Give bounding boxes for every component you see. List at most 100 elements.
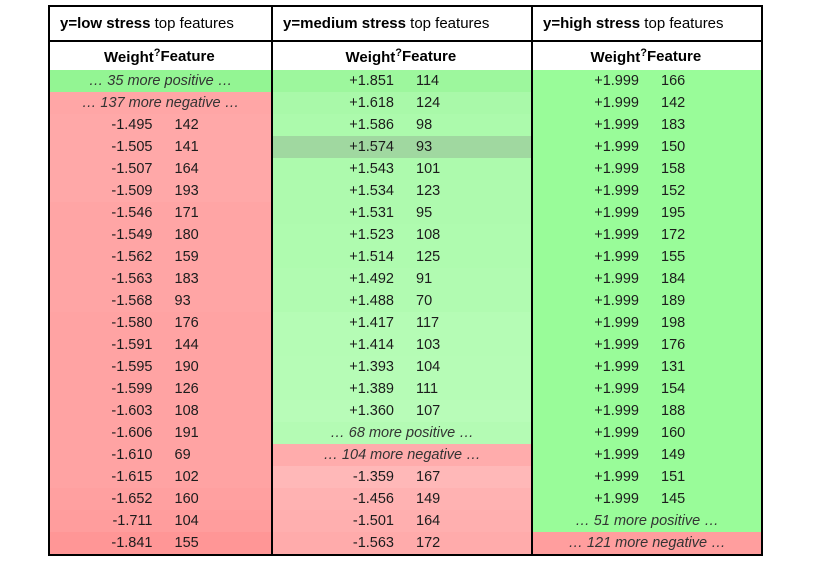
feature-weight-row: -1.568 93 <box>49 290 272 312</box>
feature-weight-row: +1.999 188 <box>532 400 762 422</box>
feature-weight-row: -1.599 126 <box>49 378 272 400</box>
feature-weight-row: +1.999 151 <box>532 466 762 488</box>
highlighted-feature-row: +1.574 93 <box>272 136 532 158</box>
weight-value: +1.574 <box>349 139 394 155</box>
feature-weight-row: +1.393 104 <box>272 356 532 378</box>
feature-value: 141 <box>174 139 199 155</box>
feature-weight-row: +1.999 189 <box>532 290 762 312</box>
feature-value: 167 <box>416 469 441 485</box>
weight-value: +1.999 <box>594 183 639 199</box>
feature-value: 131 <box>661 359 686 375</box>
weight-value: +1.523 <box>349 227 394 243</box>
weight-value: -1.359 <box>352 469 394 485</box>
table-title: y=medium stress top features <box>272 6 532 42</box>
feature-value: 190 <box>174 359 199 375</box>
feature-weight-row: -1.563 172 <box>272 532 532 555</box>
feature-value: 154 <box>661 381 686 397</box>
weight-value: +1.514 <box>349 249 394 265</box>
feature-value: 171 <box>174 205 199 221</box>
feature-value: 193 <box>174 183 199 199</box>
feature-value: 180 <box>174 227 199 243</box>
feature-value: 70 <box>416 293 433 309</box>
feature-weight-row: +1.999 198 <box>532 312 762 334</box>
feature-value: 93 <box>416 139 433 155</box>
medium-stress-weights-table: y=medium stress top features Weight? Fea… <box>271 5 533 556</box>
feature-value: 152 <box>661 183 686 199</box>
table-title-row: y=medium stress top features <box>272 6 532 42</box>
ellipsis-row: … 121 more negative … <box>532 532 762 555</box>
feature-weight-row: +1.999 172 <box>532 224 762 246</box>
weight-header-label: Weight <box>345 48 396 66</box>
feature-value: 183 <box>661 117 686 133</box>
feature-weight-row: +1.999 184 <box>532 268 762 290</box>
weight-value: +1.360 <box>349 403 394 419</box>
weight-value: +1.414 <box>349 337 394 353</box>
feature-value: 142 <box>174 117 199 133</box>
feature-weight-row: -1.606 191 <box>49 422 272 444</box>
feature-weight-row: +1.999 160 <box>532 422 762 444</box>
feature-weight-row: -1.549 180 <box>49 224 272 246</box>
feature-weight-row: +1.417 117 <box>272 312 532 334</box>
feature-value: 198 <box>661 315 686 331</box>
class-name-label: y=low stress <box>60 15 151 32</box>
feature-weight-row: +1.999 195 <box>532 202 762 224</box>
weight-value: +1.999 <box>594 447 639 463</box>
feature-weight-row: +1.492 91 <box>272 268 532 290</box>
weight-value: +1.999 <box>594 425 639 441</box>
feature-value: 155 <box>174 535 199 551</box>
ellipsis-row: … 35 more positive … <box>49 70 272 92</box>
weight-header-label: Weight <box>590 48 641 66</box>
weight-value: +1.534 <box>349 183 394 199</box>
weight-value: -1.568 <box>111 293 153 309</box>
feature-weight-row: +1.999 155 <box>532 246 762 268</box>
weight-value: +1.999 <box>594 227 639 243</box>
feature-weight-row: -1.652 160 <box>49 488 272 510</box>
ellipsis-row: … 137 more negative … <box>49 92 272 114</box>
weight-value: -1.509 <box>111 183 153 199</box>
feature-weight-row: +1.999 158 <box>532 158 762 180</box>
feature-weight-row: +1.531 95 <box>272 202 532 224</box>
class-name-label: y=high stress <box>543 15 641 32</box>
weight-value: +1.851 <box>349 73 394 89</box>
feature-value: 93 <box>174 293 191 309</box>
weight-value: +1.999 <box>594 403 639 419</box>
feature-value: 107 <box>416 403 441 419</box>
weight-help-icon: ? <box>153 46 161 59</box>
feature-value: 155 <box>661 249 686 265</box>
feature-weight-row: +1.999 131 <box>532 356 762 378</box>
feature-weight-row: +1.534 123 <box>272 180 532 202</box>
feature-weight-row: +1.523 108 <box>272 224 532 246</box>
feature-weight-row: -1.580 176 <box>49 312 272 334</box>
more-features-label: … 121 more negative … <box>568 535 726 551</box>
weight-value: -1.610 <box>111 447 153 463</box>
feature-value: 195 <box>661 205 686 221</box>
feature-weight-row: +1.999 152 <box>532 180 762 202</box>
table-title-row: y=low stress top features <box>49 6 272 42</box>
weight-value: -1.505 <box>111 139 153 155</box>
weight-value: -1.652 <box>111 491 153 507</box>
weight-value: -1.507 <box>111 161 153 177</box>
weight-value: -1.563 <box>352 535 394 551</box>
ellipsis-row: … 68 more positive … <box>272 422 532 444</box>
class-name-label: y=medium stress <box>283 15 406 32</box>
feature-value: 191 <box>174 425 199 441</box>
feature-weight-row: -1.591 144 <box>49 334 272 356</box>
feature-value: 172 <box>416 535 441 551</box>
weight-value: +1.999 <box>594 293 639 309</box>
feature-weight-row: -1.610 69 <box>49 444 272 466</box>
weight-value: -1.546 <box>111 205 153 221</box>
feature-value: 149 <box>661 447 686 463</box>
weight-value: -1.841 <box>111 535 153 551</box>
table-title: y=high stress top features <box>532 6 762 42</box>
more-features-label: … 68 more positive … <box>330 425 474 441</box>
feature-value: 189 <box>661 293 686 309</box>
feature-weight-row: +1.586 98 <box>272 114 532 136</box>
feature-column-header: Feature <box>647 41 762 70</box>
feature-value: 166 <box>661 73 686 89</box>
feature-weight-row: -1.505 141 <box>49 136 272 158</box>
feature-weight-row: -1.546 171 <box>49 202 272 224</box>
weight-value: +1.999 <box>594 491 639 507</box>
weight-value: +1.618 <box>349 95 394 111</box>
column-header-row: Weight? Feature <box>532 41 762 70</box>
